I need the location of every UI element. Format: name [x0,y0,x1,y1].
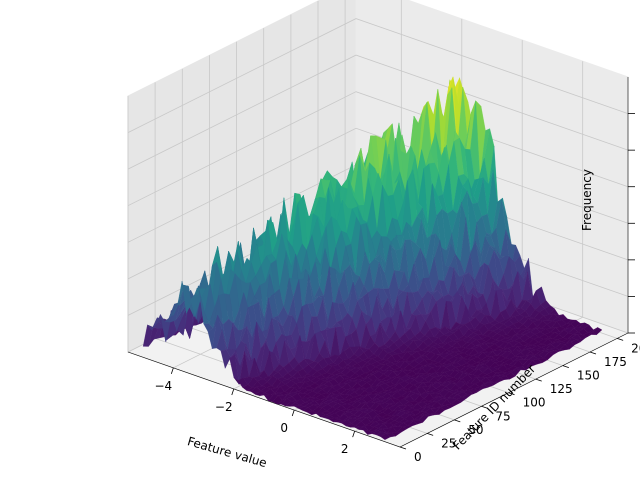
y-tick-label: 100 [523,396,546,410]
x-tick-label: 0 [280,421,288,435]
x-tick-mark [170,367,174,374]
x-tick-label: −2 [215,400,233,414]
y-tick-mark [454,419,461,423]
surface-facet [380,433,391,440]
x-axis-label: Feature value [186,434,269,470]
x-tick-mark [291,409,295,417]
x-tick-label: −4 [154,379,172,393]
x-tick-label: 2 [341,442,349,456]
z-gridline [127,91,629,207]
y-tick-label: 200 [631,341,640,355]
y-tick-mark [481,405,488,409]
y-tick-mark [617,338,624,341]
z-gridline [127,18,629,133]
y-tick-label: 175 [604,355,627,369]
y-tick-label: 0 [414,450,422,464]
surface-plot [142,76,603,440]
z-gridline [127,54,629,170]
y-tick-mark [562,365,569,368]
y-tick-label: 25 [441,436,456,450]
y-tick-label: 150 [577,369,600,383]
z-gridline [127,127,629,243]
y-tick-mark [589,351,597,355]
x-tick-mark [231,388,235,396]
y-tick-mark [399,446,407,450]
axes-ticks: −4−2020255075100125150175200051015202530 [154,113,640,464]
x-tick-mark [352,431,356,438]
y-tick-label: 50 [468,423,483,437]
y-tick-label: 75 [495,409,510,423]
y-tick-mark [508,392,515,396]
y-tick-mark [427,433,434,436]
y-tick-label: 125 [550,382,573,396]
z-axis-label: Frequency [580,169,594,231]
y-tick-mark [535,378,542,382]
